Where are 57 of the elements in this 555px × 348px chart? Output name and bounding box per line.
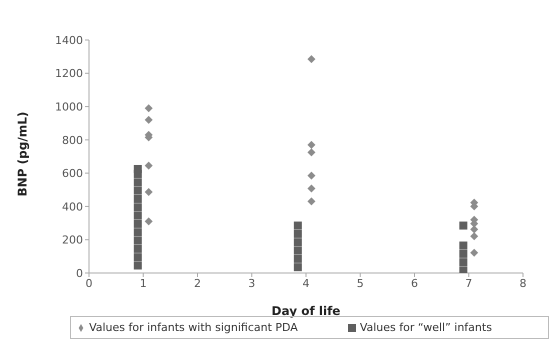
- point: [307, 140, 316, 149]
- y-tick-label: 1000: [55, 100, 83, 114]
- point: [134, 236, 142, 245]
- point: [459, 242, 468, 250]
- x-axis-title: Day of life: [272, 304, 340, 318]
- point: [134, 228, 142, 236]
- point: [144, 217, 153, 226]
- point: [294, 222, 302, 230]
- legend-label: Values for “well” infants: [360, 321, 492, 334]
- point: [134, 244, 142, 253]
- point: [134, 262, 142, 270]
- point: [459, 250, 468, 258]
- legend-label: Values for infants with significant PDA: [89, 321, 298, 334]
- point: [134, 186, 142, 195]
- point: [294, 254, 302, 263]
- point: [470, 248, 478, 257]
- x-tick-label: 4: [302, 276, 310, 290]
- x-tick-label: 2: [194, 276, 201, 290]
- y-tick-label: 600: [62, 167, 83, 180]
- point: [459, 266, 468, 273]
- y-axis-title: BNP (pg/mL): [15, 112, 30, 196]
- point: [294, 263, 302, 272]
- y-tick-label: 800: [62, 134, 83, 147]
- point: [134, 220, 142, 228]
- point: [144, 162, 153, 170]
- x-tick-label: 8: [520, 276, 526, 290]
- point: [134, 194, 142, 203]
- point: [134, 203, 142, 212]
- point: [134, 253, 142, 262]
- point: [307, 197, 316, 206]
- point: [307, 148, 316, 156]
- point: [294, 246, 302, 255]
- point: [144, 116, 153, 124]
- y-tick-label: 1200: [55, 67, 83, 80]
- y-tick-label: 1400: [55, 34, 83, 47]
- point: [144, 104, 153, 112]
- x-tick-label: 6: [411, 276, 418, 290]
- y-tick-label: 400: [62, 200, 83, 214]
- x-tick-label: 0: [86, 276, 92, 290]
- point: [134, 212, 142, 220]
- x-tick-label: 7: [465, 276, 472, 290]
- x-tick-label: 5: [356, 276, 364, 290]
- point: [294, 230, 302, 238]
- point: [307, 55, 316, 64]
- point: [134, 178, 142, 186]
- point: [307, 184, 316, 192]
- x-tick-label: 1: [140, 276, 147, 290]
- point: [134, 164, 142, 173]
- point: [144, 188, 153, 196]
- point: [459, 222, 468, 230]
- point: [307, 172, 316, 180]
- point: [459, 258, 468, 266]
- y-tick-label: 200: [62, 234, 83, 247]
- x-tick-label: 3: [248, 276, 256, 290]
- y-tick-label: 0: [76, 266, 83, 280]
- point: [294, 238, 302, 246]
- point: [470, 232, 478, 240]
